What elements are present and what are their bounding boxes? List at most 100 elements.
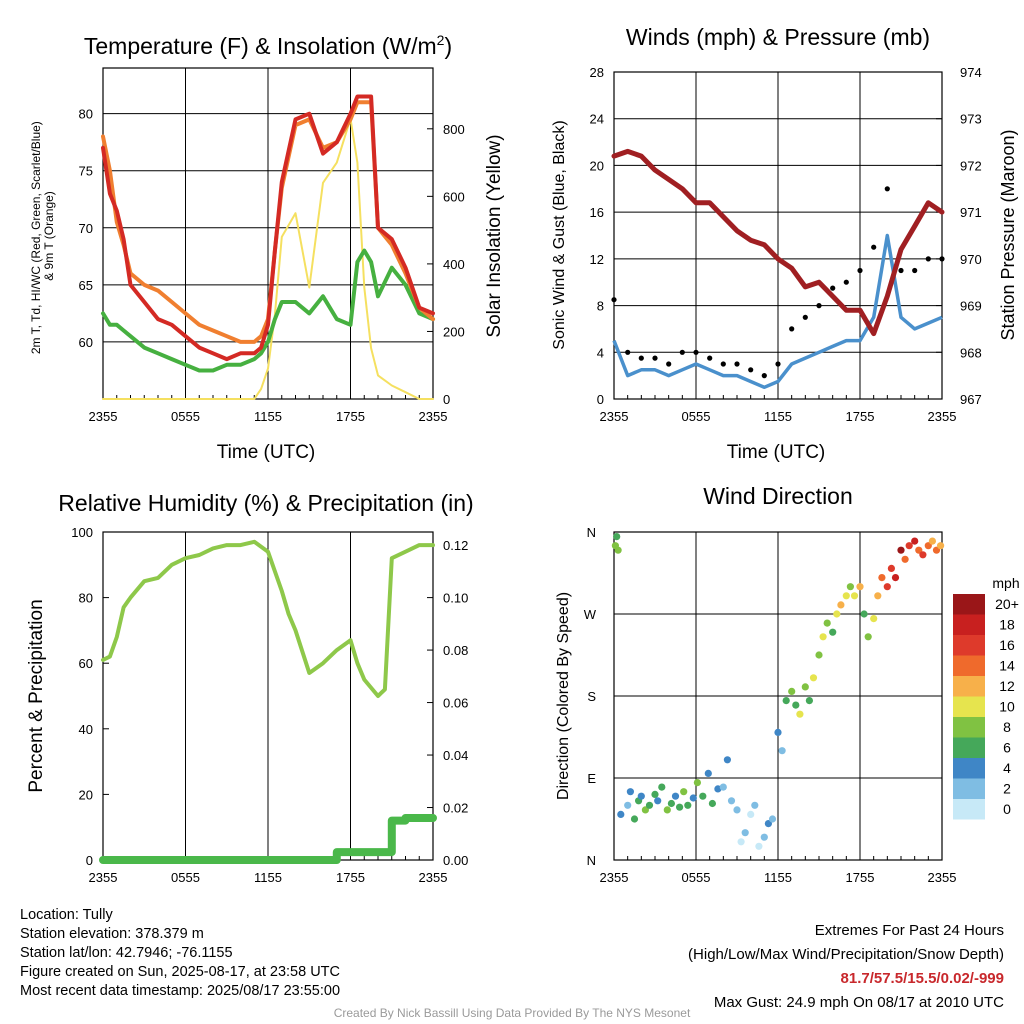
x-tick-label: 1755 — [846, 870, 875, 885]
gust-point — [652, 355, 658, 361]
direction-point — [651, 790, 659, 799]
gust-point — [843, 279, 849, 285]
temperature-title: Temperature (F) & Insolation (W/m2) — [84, 32, 452, 59]
direction-point — [829, 628, 837, 636]
series-pressure — [611, 148, 945, 337]
humidity-ylabel-left: Percent & Precipitation — [26, 599, 47, 792]
gust-point — [857, 267, 863, 274]
direction-point — [878, 574, 886, 582]
series-td — [101, 248, 435, 373]
direction-point — [792, 701, 800, 709]
direction-point — [911, 537, 919, 545]
gust-point — [693, 349, 699, 355]
temperature-ylabel-left: 2m T, Td, HI/WC (Red, Green, Scarlet/Blu… — [29, 118, 56, 354]
y-tick-label: 60 — [79, 656, 93, 671]
humidity-title: Relative Humidity (%) & Precipitation (i… — [58, 490, 473, 516]
gust-point — [707, 355, 713, 361]
y2-tick-label: 0.02 — [443, 801, 468, 816]
x-tick-label: 0555 — [682, 870, 711, 885]
y2-tick-label: 0.12 — [443, 538, 468, 553]
winds-xlabel: Time (UTC) — [727, 442, 826, 463]
direction-point — [870, 615, 878, 623]
direction-point — [704, 769, 712, 778]
direction-point — [733, 806, 741, 814]
direction-point — [856, 583, 864, 591]
x-tick-label: 2355 — [600, 870, 629, 885]
gust-point — [720, 361, 726, 367]
direction-point — [928, 537, 937, 545]
winds-ylabel-right: Station Pressure (Maroon) — [998, 129, 1018, 340]
x-tick-label: 1155 — [254, 870, 282, 885]
direction-point — [708, 799, 717, 808]
y-tick-label: 80 — [79, 107, 93, 122]
x-tick-label: 2355 — [928, 409, 957, 424]
direction-point — [901, 555, 909, 563]
direction-point — [667, 799, 676, 808]
direction-point — [883, 583, 891, 591]
temperature-ylabel-line1: 2m T, Td, HI/WC (Red, Green, Scarlet/Blu… — [29, 121, 43, 354]
direction-point — [860, 610, 868, 618]
direction-point — [782, 697, 790, 705]
gust-point — [802, 314, 808, 320]
max-gust-text: Max Gust: 24.9 mph On 08/17 at 2010 UTC — [713, 994, 1004, 1011]
series-insolation — [102, 117, 434, 400]
x-tick-label: 0555 — [171, 409, 200, 424]
series-rh — [101, 539, 435, 698]
legend-label: 12 — [999, 678, 1015, 694]
direction-panel: Wind Direction Direction (Colored By Spe… — [555, 483, 1020, 885]
y2-tick-label: 0.06 — [443, 696, 468, 711]
y-tick-label: 75 — [79, 164, 93, 179]
x-tick-label: 2355 — [89, 870, 118, 885]
direction-point — [850, 592, 859, 600]
legend-swatch — [953, 696, 985, 717]
y-tick-label: 65 — [79, 278, 93, 293]
gust-point — [871, 244, 877, 250]
temperature-xlabel: Time (UTC) — [217, 442, 316, 463]
x-tick-label: 1155 — [254, 409, 282, 424]
direction-point — [699, 792, 707, 800]
legend-label: 14 — [999, 658, 1015, 674]
series-wind — [612, 233, 943, 390]
y-tick-label: 8 — [597, 299, 604, 314]
y2-tick-label: 400 — [443, 257, 465, 272]
direction-point — [801, 683, 809, 691]
direction-point — [680, 788, 688, 796]
extremes-subtitle: (High/Low/Max Wind/Precipitation/Snow De… — [688, 946, 1004, 963]
direction-point — [764, 820, 773, 828]
direction-title: Wind Direction — [703, 483, 853, 509]
y2-tick-label: 973 — [960, 112, 982, 127]
direction-point — [805, 697, 814, 705]
legend-swatch — [953, 635, 985, 656]
x-tick-label: 0555 — [171, 870, 200, 885]
plot-frame — [102, 67, 434, 400]
direction-point — [613, 533, 621, 541]
x-tick-label: 2355 — [419, 870, 448, 885]
legend-label: 20+ — [995, 596, 1019, 612]
series-2m-t — [101, 94, 435, 362]
gust-point — [830, 285, 836, 291]
direction-point — [617, 810, 625, 819]
legend-label: 0 — [1003, 801, 1011, 817]
credit-text: Created By Nick Bassill Using Data Provi… — [333, 1006, 691, 1020]
direction-point — [747, 810, 755, 819]
direction-point — [671, 792, 680, 800]
direction-point — [919, 551, 927, 559]
direction-point — [809, 674, 818, 682]
y2-tick-label: 0.00 — [443, 853, 468, 868]
legend-swatch — [953, 676, 985, 697]
humidity-panel: Relative Humidity (%) & Precipitation (i… — [26, 490, 474, 885]
direction-point — [676, 803, 684, 811]
direction-point — [614, 546, 622, 554]
elevation-text: Station elevation: 378.379 m — [20, 926, 204, 942]
legend-swatch — [953, 758, 985, 779]
direction-point — [689, 794, 697, 802]
location-text: Location: Tully — [20, 907, 113, 923]
y2-tick-label: 971 — [960, 205, 982, 220]
y-tick-label: S — [587, 689, 596, 704]
y-tick-label: 0 — [597, 392, 604, 407]
y-tick-label: 100 — [71, 525, 93, 540]
direction-point — [897, 546, 905, 554]
created-text: Figure created on Sun, 2025-08-17, at 23… — [20, 964, 340, 980]
gust-point — [625, 349, 631, 355]
